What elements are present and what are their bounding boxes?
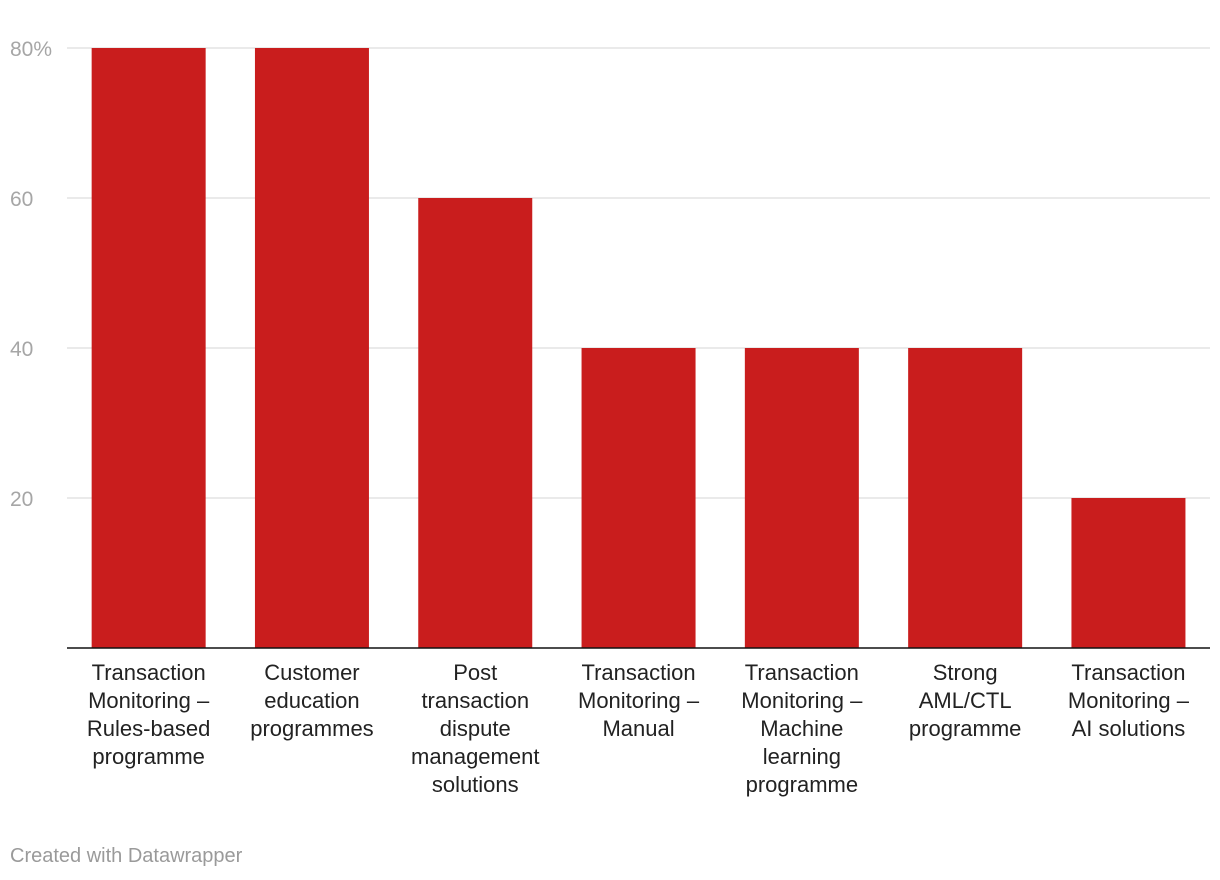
bar-7 — [1071, 498, 1186, 648]
bar-6 — [908, 348, 1023, 648]
bars — [91, 48, 1186, 648]
bar-1 — [91, 48, 206, 648]
category-label-2: Customer education programmes — [250, 660, 373, 741]
y-tick-label: 80% — [10, 38, 52, 61]
category-label-6: Strong AML/CTL programme — [909, 660, 1021, 741]
category-label-7: Transaction Monitoring – AI solutions — [1068, 660, 1190, 741]
y-tick-label: 40 — [10, 338, 33, 361]
category-label-5: Transaction Monitoring – Machine learning pr… — [741, 660, 863, 797]
y-tick-label: 20 — [10, 488, 33, 511]
category-label-1: Transaction Monitoring – Rules-based progra… — [87, 660, 211, 769]
datawrapper-credit: Created with Datawrapper — [10, 845, 243, 867]
y-tick-label: 60 — [10, 188, 33, 211]
category-label-3: Post transaction dispute management solution… — [411, 660, 539, 797]
bar-5 — [744, 348, 859, 648]
bar-4 — [581, 348, 696, 648]
x-axis-category-labels: Transaction Monitoring – Rules-based progra… — [87, 660, 1190, 797]
bar-2 — [254, 48, 369, 648]
bar-3 — [418, 198, 533, 648]
y-axis-tick-labels: 20 40 60 80% — [10, 38, 52, 511]
category-label-4: Transaction Monitoring – Manual — [578, 660, 700, 741]
